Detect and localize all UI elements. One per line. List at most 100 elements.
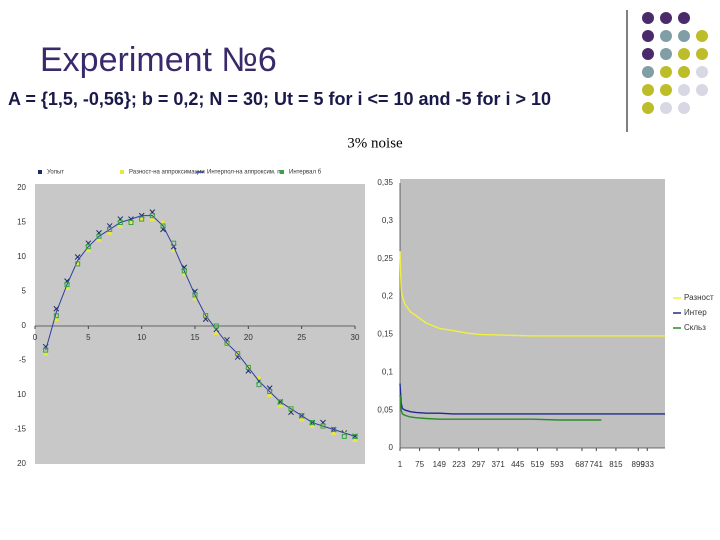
legend-label: Скльз <box>684 323 706 332</box>
x-tick-label: 75 <box>415 460 424 469</box>
point <box>224 340 230 346</box>
y-tick-label: 0 <box>22 321 27 330</box>
y-tick-label: 0 <box>389 443 394 452</box>
x-tick-label: 687 <box>575 460 589 469</box>
point <box>341 433 347 439</box>
legend-label: Интер <box>684 308 707 317</box>
point <box>309 423 316 429</box>
point <box>235 351 241 357</box>
point <box>331 427 337 432</box>
y-tick-label: 0,35 <box>377 178 393 187</box>
x-tick-label: 25 <box>297 333 306 342</box>
x-tick-label: 899 <box>632 460 646 469</box>
point <box>288 406 294 412</box>
x-tick-label: 297 <box>472 460 486 469</box>
y-tick-label: 0,05 <box>377 405 393 414</box>
point <box>267 389 273 395</box>
point <box>213 323 219 329</box>
x-tick-label: 15 <box>191 333 200 342</box>
plot-area <box>400 179 665 448</box>
point <box>53 316 60 322</box>
point <box>299 413 305 419</box>
y-tick-label: 10 <box>17 252 26 261</box>
point <box>277 399 283 405</box>
y-tick-label: 10 <box>17 390 26 399</box>
point <box>203 313 209 319</box>
point <box>171 240 177 246</box>
x-tick-label: 20 <box>244 333 253 342</box>
y-tick-label: -5 <box>19 356 27 365</box>
point <box>352 433 358 439</box>
point <box>160 219 166 225</box>
y-tick-label: 0,15 <box>377 330 393 339</box>
x-tick-label: 0 <box>33 333 38 342</box>
y-tick-label: 0,2 <box>382 292 394 301</box>
point <box>298 416 305 422</box>
y-tick-label: 15 <box>17 218 26 227</box>
legend-label: Разност-на аппроксимации <box>129 170 205 176</box>
series-line <box>399 383 665 415</box>
point <box>149 213 155 219</box>
y-tick-label: 20 <box>17 459 26 468</box>
x-tick-label: 10 <box>137 333 146 342</box>
point <box>53 313 59 319</box>
point <box>320 423 326 429</box>
point <box>107 226 113 232</box>
point <box>139 216 145 222</box>
legend-label: Интерпол-на аппроксим. по <box>207 170 285 176</box>
point <box>106 229 113 235</box>
title: Experiment №6 <box>40 41 277 79</box>
point <box>149 216 156 222</box>
series-line <box>399 394 602 421</box>
y-tick-label: -15 <box>14 425 26 434</box>
point <box>160 223 166 229</box>
legend-swatch <box>120 170 124 174</box>
plot-area <box>35 184 365 464</box>
point <box>192 292 198 298</box>
x-tick-label: 519 <box>531 460 545 469</box>
decoration <box>626 10 708 132</box>
point <box>256 382 262 388</box>
y-tick-label: 5 <box>22 287 27 296</box>
point <box>213 329 220 335</box>
x-tick-label: 223 <box>452 460 466 469</box>
series-line <box>399 251 665 337</box>
x-tick-label: 593 <box>550 460 564 469</box>
point <box>330 429 337 435</box>
point <box>85 244 91 250</box>
x-tick-label: 933 <box>641 460 655 469</box>
legend-label: Уопыт <box>47 170 64 176</box>
x-tick-label: 741 <box>590 460 604 469</box>
point <box>43 347 49 353</box>
y-tick-label: 0,1 <box>382 367 394 376</box>
point <box>75 261 81 267</box>
point <box>266 392 273 397</box>
point <box>277 402 284 408</box>
x-tick-label: 371 <box>491 460 505 469</box>
point <box>117 222 124 228</box>
point <box>96 236 102 242</box>
note: 3% noise <box>347 135 403 151</box>
point <box>128 220 134 225</box>
x-tick-label: 30 <box>351 333 360 342</box>
x-tick-label: 1 <box>398 460 403 469</box>
point <box>352 436 358 442</box>
point <box>85 247 92 253</box>
y-tick-label: 20 <box>17 183 26 192</box>
point <box>64 282 70 288</box>
x-tick-label: 149 <box>433 460 447 469</box>
y-tick-label: 0,3 <box>382 216 394 225</box>
point <box>42 350 49 356</box>
point <box>181 268 187 274</box>
y-tick-label: 0,25 <box>377 254 393 263</box>
x-tick-label: 815 <box>609 460 623 469</box>
point <box>245 364 251 370</box>
legend-swatch <box>280 170 284 174</box>
point <box>96 233 102 239</box>
legend-label: Интервал б <box>289 170 322 176</box>
point <box>117 220 123 225</box>
point <box>192 295 198 301</box>
x-tick-label: 445 <box>511 460 525 469</box>
legend-label: Разност <box>684 293 714 302</box>
